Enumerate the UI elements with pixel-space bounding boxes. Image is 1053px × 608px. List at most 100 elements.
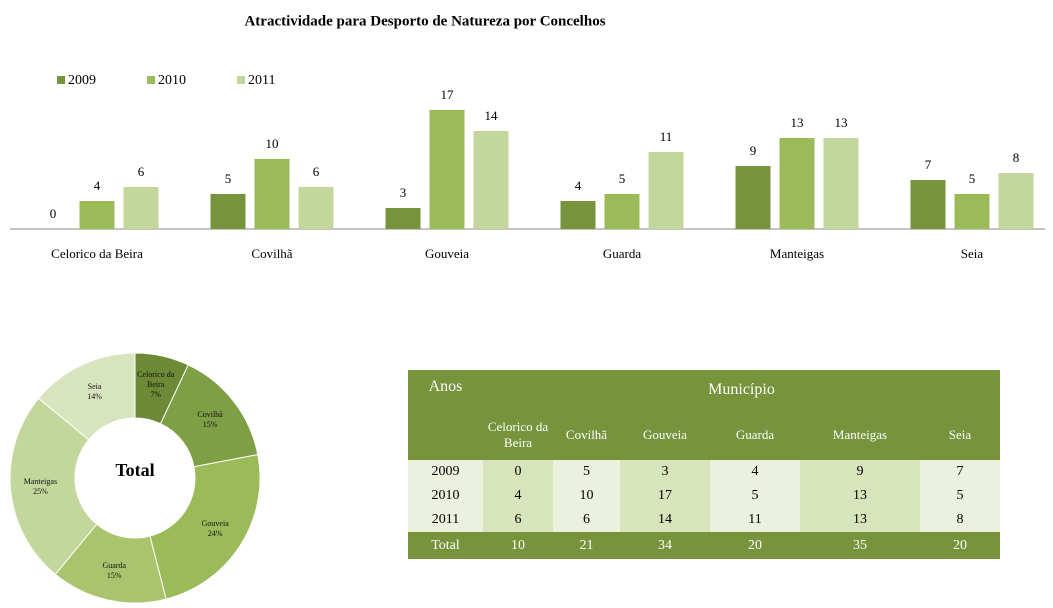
chart-title: Atractividade para Desporto de Natureza … [244,13,605,29]
slice-category: Gouveia [201,518,229,528]
bar [998,173,1034,229]
table-cell: 5 [710,484,800,508]
table-cell: 9 [800,460,920,484]
table-cell: 13 [800,484,920,508]
corner: Anos [428,378,463,395]
data-label: 10 [266,136,279,151]
donut-title: Total [115,460,154,480]
table-row: 2010 4 10 17 5 13 5 [408,484,1000,508]
slice-value: 15% [106,570,122,580]
data-label: 11 [660,129,673,144]
data-label: 0 [50,206,57,221]
x-tick-label: Guarda [603,246,641,261]
bar [254,159,290,229]
column-header: Guarda [735,427,775,442]
total-cell: 10 [483,532,553,559]
slice-category: Guarda [102,560,127,570]
total-cell: 20 [710,532,800,559]
slice-label: Celorico da Beira 7% [133,370,179,400]
table-cell: 4 [483,484,553,508]
legend-swatch [57,76,65,84]
bar [298,187,334,229]
slice-value: 14% [87,392,102,402]
slice-label: Gouveia 24% [192,519,238,539]
table-cell: 3 [620,460,710,484]
column-header: Gouveia [642,427,688,442]
table-cell: 5 [920,484,1000,508]
column-header: Manteigas [832,427,888,442]
data-label: 5 [619,171,626,186]
bar [79,201,115,229]
slice-label: Seia 14% [72,382,118,402]
data-label: 6 [313,164,320,179]
data-label: 5 [225,171,232,186]
table-cell: 7 [920,460,1000,484]
table-cell: 6 [483,508,553,532]
slice-value: 7% [150,390,162,400]
total-cell: 34 [620,532,710,559]
data-table: Anos Município Celorico da Beira Covilhã G… [408,370,1000,559]
total-cell: 20 [920,532,1000,559]
table-cell: 5 [553,460,620,484]
legend-swatch [237,76,245,84]
x-tick-label: Celorico da Beira [51,246,143,261]
donut-slice [37,352,136,441]
table-cell: 2011 [408,508,483,532]
bar [910,180,946,229]
table-cell: 4 [710,460,800,484]
bar [123,187,159,229]
group-header: Município [708,381,775,398]
table-row: 2011 6 6 14 11 13 8 [408,508,1000,532]
data-label: 9 [750,143,757,158]
bar [779,138,815,229]
slice-category: Celorico da Beira [137,370,175,390]
data-label: 3 [400,185,407,200]
bar [429,110,465,229]
slice-value: 24% [207,528,223,538]
legend-label: 2011 [248,73,275,88]
bar [954,194,990,229]
data-label: 8 [1013,150,1020,165]
table-cell: 8 [920,508,1000,532]
bar [560,201,596,229]
bar [604,194,640,229]
data-label: 6 [138,164,145,179]
bar [735,166,771,229]
table-cell: 10 [553,484,620,508]
slice-label: Manteigas 25% [17,477,63,497]
slice-label: Guarda 15% [91,561,137,581]
table-cell: 2009 [408,460,483,484]
slice-category: Seia [87,382,102,392]
slice-category: Manteigas [23,476,58,486]
slice-category: Covilhã [197,409,223,419]
x-tick-label: Manteigas [770,246,824,261]
donut-slice [149,453,261,600]
x-tick-label: Gouveia [425,246,469,261]
bar [385,208,421,229]
table-cell: 0 [483,460,553,484]
table-cell: 13 [800,508,920,532]
table-cell: 6 [553,508,620,532]
legend-swatch [147,76,155,84]
bar [473,131,509,229]
slice-value: 15% [202,419,218,429]
table-cell: 14 [620,508,710,532]
table-row: 2009 0 5 3 4 9 7 [408,460,1000,484]
data-label: 17 [441,87,455,102]
table-cell: 11 [710,508,800,532]
x-tick-label: Covilhã [251,246,292,261]
table-cell: 17 [620,484,710,508]
data-label: 13 [791,115,804,130]
table-cell: 2010 [408,484,483,508]
data-label: 4 [575,178,582,193]
data-label: 13 [835,115,848,130]
column-header: Seia [948,427,972,442]
column-header: Covilhã [565,427,608,442]
slice-label: Covilhã 15% [187,410,233,430]
data-label: 4 [94,178,101,193]
total-cell: Total [408,532,483,559]
legend-label: 2009 [68,73,96,88]
data-label: 14 [485,108,499,123]
bar [648,152,684,229]
